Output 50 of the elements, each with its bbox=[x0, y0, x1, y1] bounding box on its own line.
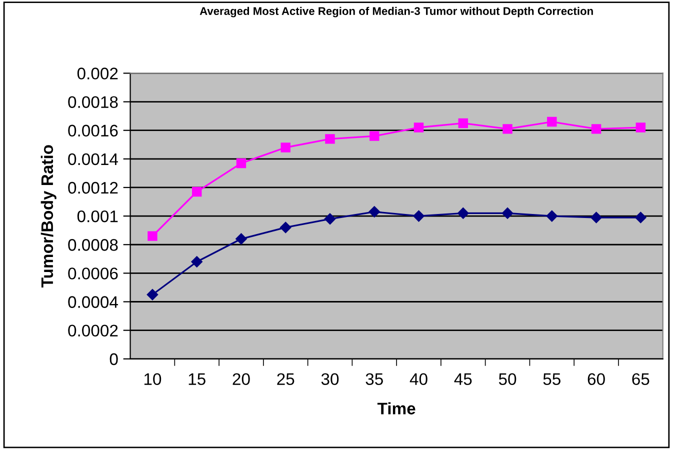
point bbox=[413, 210, 424, 222]
point bbox=[236, 233, 247, 245]
x-tick-label: 60 bbox=[588, 373, 605, 386]
x-tick-label: 55 bbox=[543, 373, 560, 386]
point bbox=[191, 256, 202, 268]
y-axis-title: Tumor/Body Ratio bbox=[40, 145, 56, 288]
point bbox=[325, 134, 335, 144]
point bbox=[192, 186, 202, 197]
point bbox=[146, 289, 158, 300]
y-tick-label: 0.002 bbox=[77, 68, 118, 80]
y-tick-label: 0.0014 bbox=[68, 153, 118, 166]
x-tick-label: 30 bbox=[321, 373, 339, 386]
point bbox=[591, 124, 602, 134]
point bbox=[280, 142, 290, 152]
point bbox=[635, 212, 646, 224]
y-tick-label: 0.0016 bbox=[68, 124, 118, 137]
point bbox=[502, 124, 512, 134]
x-tick-label: 15 bbox=[188, 373, 206, 386]
point bbox=[368, 206, 380, 218]
x-tick-label: 40 bbox=[410, 373, 428, 386]
point bbox=[280, 222, 292, 234]
x-tick-label: 10 bbox=[144, 373, 162, 386]
x-tick-label: 50 bbox=[498, 373, 516, 386]
y-tick-label: 0 bbox=[110, 353, 118, 366]
point bbox=[148, 231, 158, 241]
y-tick-label: 0.0018 bbox=[68, 96, 118, 108]
y-tick-label: 0.001 bbox=[77, 210, 118, 222]
x-tick-label: 45 bbox=[454, 373, 472, 386]
y-tick-label: 0.0002 bbox=[68, 324, 118, 337]
x-tick-label: 20 bbox=[232, 373, 250, 386]
point bbox=[236, 158, 246, 168]
point bbox=[414, 122, 424, 132]
point bbox=[324, 213, 336, 225]
x-axis-title: Time bbox=[377, 402, 416, 414]
x-tick-label: 65 bbox=[632, 373, 650, 386]
chart-title: Averaged Most Active Region of Median-3 Tumor without Depth Correction bbox=[200, 6, 593, 18]
y-tick-label: 0.0012 bbox=[68, 182, 118, 194]
point bbox=[547, 116, 557, 127]
y-tick-label: 0.0008 bbox=[68, 239, 118, 251]
x-tick-label: 35 bbox=[366, 373, 383, 386]
point bbox=[590, 212, 602, 224]
y-tick-label: 0.0004 bbox=[68, 296, 118, 308]
point bbox=[458, 118, 468, 128]
point bbox=[636, 122, 646, 132]
point bbox=[370, 131, 380, 141]
point bbox=[502, 208, 514, 219]
y-tick-label: 0.0006 bbox=[68, 268, 118, 280]
point bbox=[546, 210, 558, 222]
x-tick-label: 25 bbox=[277, 373, 294, 386]
point bbox=[458, 208, 469, 219]
